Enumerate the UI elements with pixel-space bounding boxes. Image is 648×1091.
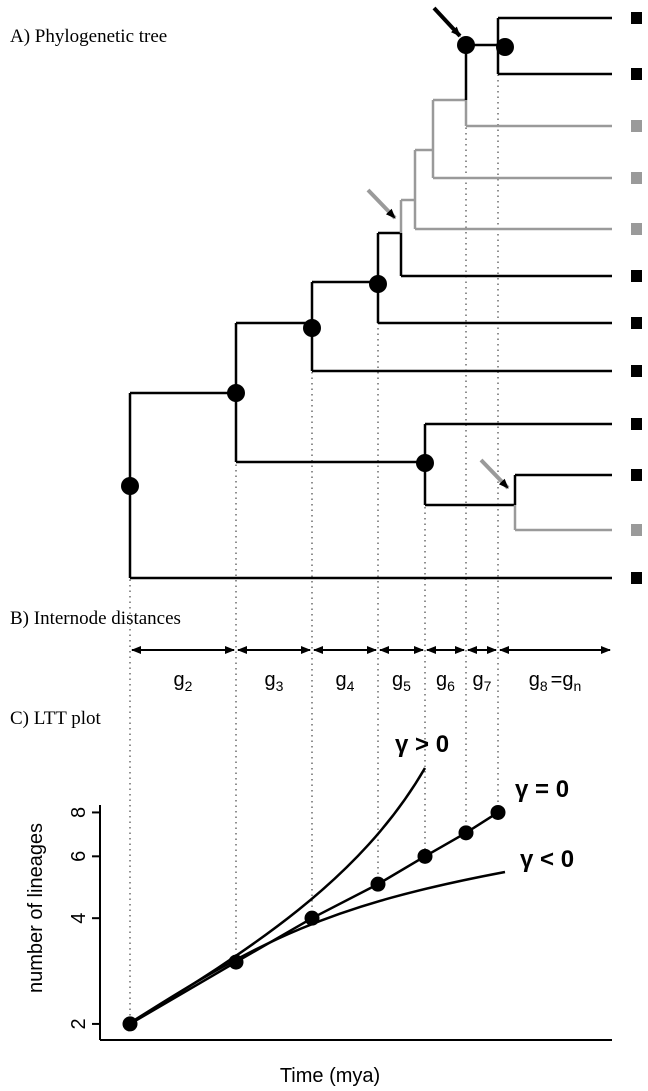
tip: [631, 572, 642, 584]
tip: [631, 172, 642, 184]
node-dot: [416, 454, 434, 472]
panel-b-label: B) Internode distances: [10, 608, 181, 629]
curve-label: γ = 0: [515, 776, 569, 803]
gap-label: g4​: [336, 669, 355, 694]
gap-label: g3​: [265, 669, 284, 694]
tip: [631, 524, 642, 536]
gap-label: g2​: [174, 669, 193, 694]
node-dot: [121, 477, 139, 495]
gap-subscript: 7: [484, 678, 492, 694]
tip: [631, 469, 642, 481]
arrow: [366, 188, 397, 220]
curve-positive: [129, 767, 427, 1025]
ltt-point: [417, 848, 433, 864]
gap-subscript: 2: [185, 678, 193, 694]
tip: [631, 68, 642, 80]
gap-subscript: 3: [276, 678, 284, 694]
ltt-point: [370, 876, 386, 892]
node-dot: [369, 275, 387, 293]
gap-label: g7​: [473, 669, 492, 694]
panel-c-label: C) LTT plot: [10, 708, 102, 729]
panel-a-label: A) Phylogenetic tree: [10, 26, 167, 47]
gap-symbol: g: [436, 669, 447, 691]
x-axis-label: Time (mya): [280, 1065, 380, 1087]
gap-subscript: 4: [347, 678, 355, 694]
ltt-plot: γ > 0 γ = 0 γ < 0 number of lineages Tim…: [25, 731, 612, 1087]
tip: [631, 270, 642, 282]
tip: [631, 120, 642, 132]
gap-symbol: g: [473, 669, 484, 691]
gap-label: g6​: [436, 669, 455, 694]
gap-label: g8​=gn​: [529, 669, 582, 694]
y-tick-label: 4: [68, 913, 90, 924]
gap-symbol: g: [265, 669, 276, 691]
ltt-point: [122, 1016, 138, 1032]
gap-symbol: g: [392, 669, 403, 691]
ltt-point: [304, 910, 320, 926]
arrow: [432, 6, 462, 38]
arrow: [479, 458, 510, 490]
curve-label: γ < 0: [520, 846, 574, 873]
gap-subscript: 6: [447, 678, 455, 694]
node-dot: [303, 319, 321, 337]
tip: [631, 418, 642, 430]
ltt-point: [228, 954, 244, 970]
gap-symbol: g: [174, 669, 185, 691]
gap-subscript: 5: [403, 678, 411, 694]
y-tick-label: 2: [68, 1018, 90, 1029]
y-tick-label: 8: [68, 807, 90, 818]
gap-symbol: g: [529, 669, 540, 691]
gap-symbol: =: [551, 669, 563, 691]
ltt-point: [490, 804, 506, 820]
gap-subscript: n: [573, 678, 581, 694]
node-dot: [227, 384, 245, 402]
node-dot: [457, 36, 475, 54]
gap-symbol: g: [336, 669, 347, 691]
y-tick-label: 6: [68, 851, 90, 862]
curve-negative: [129, 870, 506, 1025]
y-axis-label: number of lineages: [25, 823, 47, 993]
node-dot: [496, 38, 514, 56]
tip: [631, 365, 642, 377]
gap-symbol: g: [562, 669, 573, 691]
curve-label: γ > 0: [395, 731, 449, 758]
tip: [631, 317, 642, 329]
gap-label: g5​: [392, 669, 411, 694]
gap-subscript: 8: [540, 678, 548, 694]
ltt-point: [458, 825, 474, 841]
tip: [631, 223, 642, 235]
tree: [121, 6, 642, 1024]
tip: [631, 12, 642, 24]
